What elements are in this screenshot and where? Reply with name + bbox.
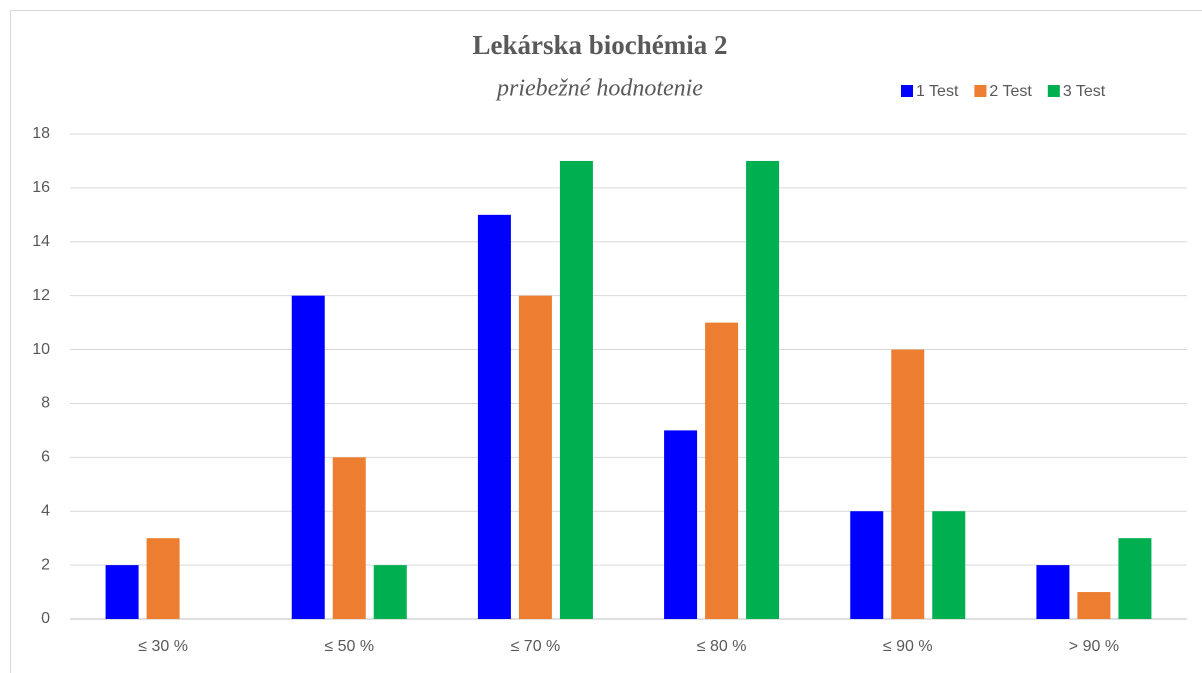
y-tick-label: 10 bbox=[32, 341, 50, 358]
chart-frame bbox=[10, 10, 1202, 673]
x-tick-label: ≤ 90 % bbox=[883, 638, 933, 655]
bar bbox=[664, 430, 698, 619]
y-tick-label: 14 bbox=[32, 233, 50, 250]
legend-label: 3 Test bbox=[1063, 83, 1106, 100]
y-tick-label: 6 bbox=[41, 449, 50, 466]
bar bbox=[746, 160, 780, 619]
y-tick-label: 0 bbox=[41, 610, 50, 627]
bar bbox=[518, 295, 552, 619]
x-tick-label: ≤ 50 % bbox=[324, 638, 374, 655]
bar bbox=[146, 538, 180, 619]
bar bbox=[291, 295, 325, 619]
bar bbox=[373, 565, 407, 619]
x-tick-label: > 90 % bbox=[1069, 638, 1119, 655]
y-tick-label: 16 bbox=[32, 179, 50, 196]
legend-swatch bbox=[901, 85, 913, 97]
bar bbox=[891, 349, 925, 619]
bar bbox=[477, 214, 511, 620]
legend-swatch bbox=[974, 85, 987, 97]
y-tick-label: 2 bbox=[41, 556, 50, 573]
y-tick-label: 18 bbox=[32, 125, 50, 142]
bar bbox=[850, 511, 884, 619]
chart-subtitle: priebežné hodnotenie bbox=[495, 76, 703, 102]
y-tick-label: 8 bbox=[41, 395, 50, 412]
bar bbox=[932, 511, 966, 619]
x-tick-label: ≤ 70 % bbox=[511, 638, 561, 655]
x-tick-label: ≤ 80 % bbox=[697, 638, 747, 655]
legend-label: 2 Test bbox=[989, 83, 1032, 100]
bar bbox=[705, 322, 739, 619]
bar bbox=[1118, 538, 1152, 619]
y-tick-label: 12 bbox=[32, 287, 50, 304]
chart-title: Lekárska biochémia 2 bbox=[472, 30, 727, 60]
x-tick-label: ≤ 30 % bbox=[138, 638, 188, 655]
bar bbox=[1036, 565, 1070, 619]
bar bbox=[1077, 592, 1111, 619]
bar bbox=[559, 160, 593, 619]
bar bbox=[332, 457, 366, 619]
y-tick-label: 4 bbox=[41, 502, 50, 519]
legend-label: 1 Test bbox=[916, 83, 959, 100]
legend-swatch bbox=[1047, 85, 1060, 97]
bar bbox=[105, 565, 139, 619]
